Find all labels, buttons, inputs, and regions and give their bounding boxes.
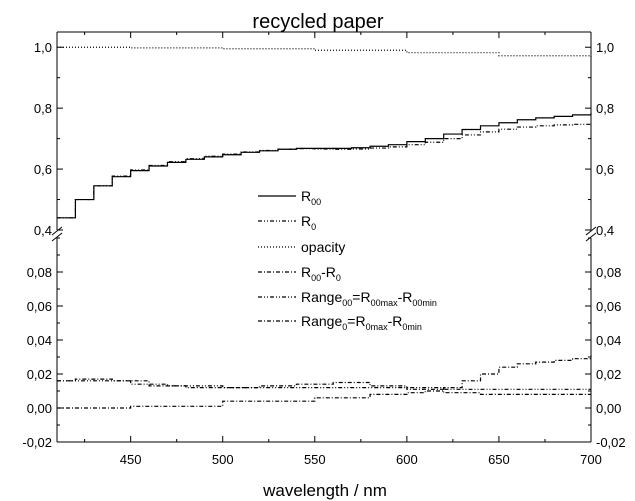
- x-tick-label: 500: [212, 452, 234, 467]
- axis-break-mark: [585, 226, 597, 236]
- y-tick-label-right: 0,02: [596, 367, 621, 382]
- x-axis-title: wavelength / nm: [262, 481, 387, 500]
- series-layer: [57, 46, 592, 409]
- x-tick-label: 450: [120, 452, 142, 467]
- plot-frame: [51, 31, 597, 443]
- y-tick-label-left: 0,4: [34, 223, 52, 238]
- y-tick-label-right: 0,06: [596, 299, 621, 314]
- legend-label-5: Range00=R00max-R00min: [301, 289, 437, 308]
- x-tick-label: 700: [580, 452, 602, 467]
- series-line-3: [57, 46, 592, 59]
- y-tick-label-right: 0,8: [596, 101, 614, 116]
- y-tick-label-right: 0,04: [596, 333, 621, 348]
- legend-label-1: R00: [301, 188, 321, 207]
- y-tick-label-left: 0,8: [34, 101, 52, 116]
- y-tick-label-left: -0,02: [22, 435, 52, 450]
- axis-break-mark: [51, 226, 63, 236]
- y-tick-label-right: 0,08: [596, 265, 621, 280]
- y-tick-label-right: -0,02: [596, 435, 626, 450]
- x-tick-label: 550: [304, 452, 326, 467]
- legend: R00 R0 opacity R00-R0 Range00=R00max-R00min R…: [258, 188, 437, 332]
- legend-label-4: R00-R0: [301, 264, 341, 283]
- y-tick-label-right: 1,0: [596, 40, 614, 55]
- series-line-2: [57, 123, 592, 219]
- y-tick-label-right: 0,00: [596, 401, 621, 416]
- x-tick-label: 600: [396, 452, 418, 467]
- legend-label-3: opacity: [301, 239, 345, 255]
- axis-break-mark: [51, 232, 63, 242]
- y-tick-label-left: 0,08: [27, 265, 52, 280]
- y-tick-label-left: 1,0: [34, 40, 52, 55]
- y-tick-label-left: 0,00: [27, 401, 52, 416]
- series-line-6: [57, 378, 591, 395]
- y-tick-label-left: 0,6: [34, 162, 52, 177]
- chart-title: recycled paper: [252, 11, 384, 33]
- series-line-4: [57, 355, 592, 409]
- y-tick-label-right: 0,6: [596, 162, 614, 177]
- y-tick-label-left: 0,02: [27, 367, 52, 382]
- series-line-1: [57, 112, 592, 219]
- axis-ticks: 0,4 0,4 0,6 0,6 0,8 0,8 1,0 1,0 -0,02 -0,02 0,00 0,…: [22, 32, 626, 467]
- x-tick-label: 650: [488, 452, 510, 467]
- y-tick-label-left: 0,04: [27, 333, 52, 348]
- legend-label-6: Range0=R0max-R0min: [301, 313, 422, 332]
- y-tick-label-left: 0,06: [27, 299, 52, 314]
- legend-label-2: R0: [301, 213, 316, 232]
- series-line-5: [57, 380, 591, 390]
- y-tick-label-right: 0,4: [596, 223, 614, 238]
- axis-break-mark: [585, 232, 597, 242]
